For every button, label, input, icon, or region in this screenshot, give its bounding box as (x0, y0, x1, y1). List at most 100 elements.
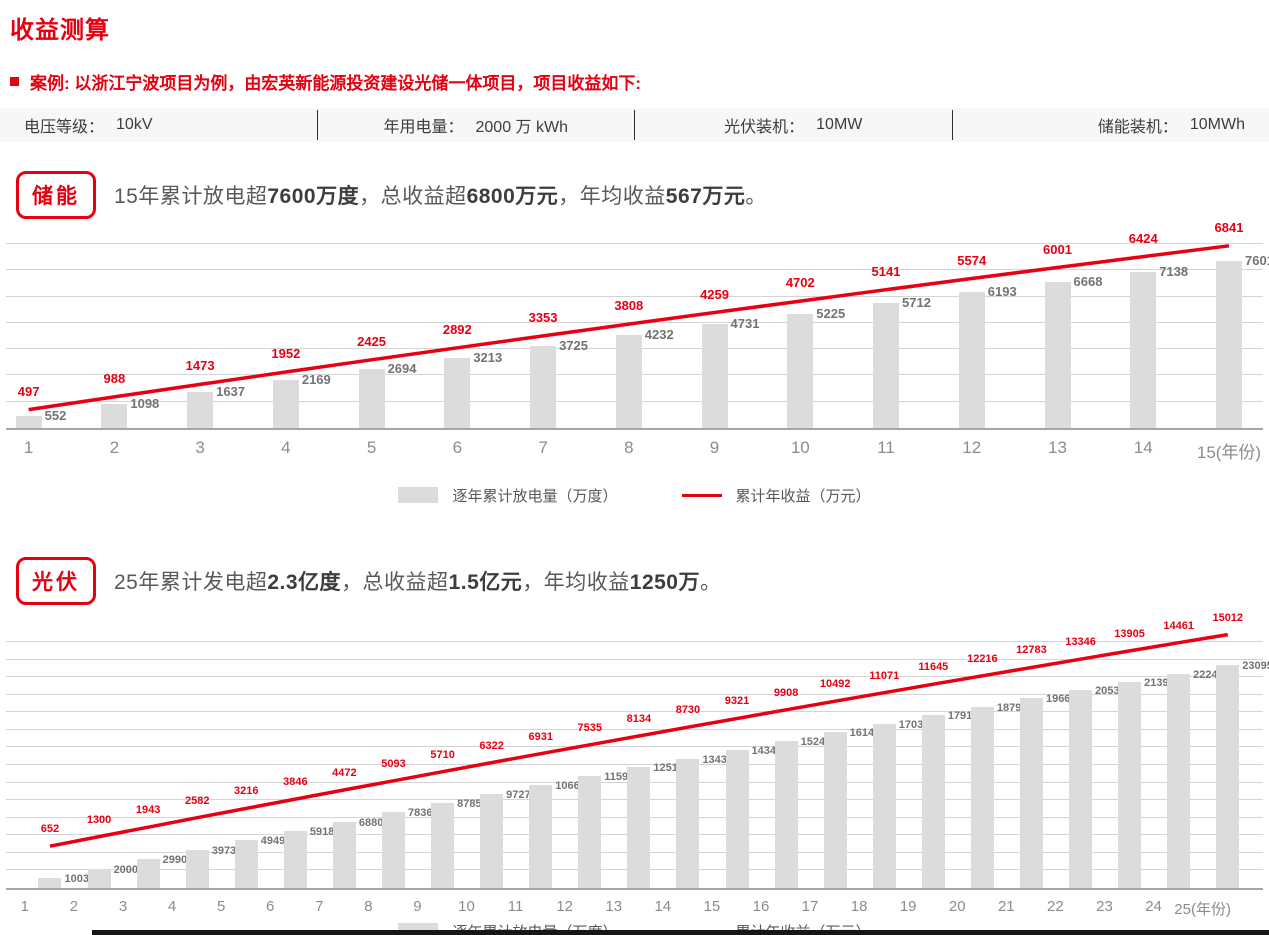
x-tick-label: 15 (703, 898, 721, 915)
line-value-label: 9908 (773, 686, 799, 699)
x-tick-label: 10 (458, 898, 475, 915)
gridline (6, 641, 1263, 642)
line-value-label: 6322 (479, 739, 504, 752)
param-2: 光伏装机： 10MW (635, 113, 952, 137)
storage-headline: 15年累计放电超7600万度，总收益超6800万元，年均收益567万元。 (114, 185, 767, 208)
gridline (6, 676, 1263, 678)
bar-value-label: 12516 (653, 762, 684, 775)
bar-value-label: 19667 (1045, 693, 1077, 706)
legend-label: 累计年收益（万元） (736, 921, 871, 935)
case-text: 案例: 以浙江宁波项目为例，由宏英新能源投资建设光储一体项目，项目收益如下: (30, 74, 642, 93)
x-tick-label: 5 (216, 898, 226, 915)
pv-revenue-line (6, 642, 1263, 888)
pv-x-axis: 1 2 3 4 5 6 7 8 9 10 11 12 13 14 15 16 17 18 19 20 21 22 23 24 2… (6, 890, 1263, 918)
bar-value-label: 1098 (130, 395, 160, 411)
line-value-label: 13346 (1065, 636, 1096, 649)
pv-chart: 1003 2000 2990 3973 4949 5918 6880 7836 8785 9727… (6, 612, 1269, 935)
param-value: 10MW (816, 116, 863, 133)
bar-year-6 (444, 357, 471, 428)
gridline (6, 295, 1263, 297)
storage-chart: 552 1098 1637 2169 2694 3213 3725 4232 4731 5225 5… (6, 220, 1269, 506)
bar-value-label: 5712 (902, 294, 931, 310)
bar-value-label: 5225 (816, 305, 846, 321)
bar-year-2 (87, 868, 111, 888)
x-tick-label: 10 (790, 438, 810, 457)
x-tick-label: 2 (69, 898, 79, 915)
line-value-label: 5141 (871, 263, 901, 279)
bar-year-4 (185, 849, 209, 888)
bar-value-label: 6880 (358, 816, 384, 829)
storage-legend: 逐年累计放电量（万度） 累计年收益（万元） (6, 484, 1263, 506)
line-value-label: 3353 (528, 309, 558, 325)
x-tick-label: 1 (20, 898, 30, 915)
x-tick-label: 9 (709, 438, 720, 457)
line-value-label: 7535 (577, 721, 603, 734)
x-tick-label: 14 (1133, 438, 1153, 457)
gridline (6, 711, 1263, 713)
line-value-label: 6841 (1214, 219, 1244, 235)
bar-value-label: 22247 (1193, 668, 1224, 681)
line-value-label: 5574 (957, 252, 987, 268)
bar-year-11 (873, 302, 900, 428)
bar-value-label: 7601 (1244, 253, 1269, 269)
param-3: 储能装机： 10MWh (953, 113, 1269, 137)
line-value-label: 15012 (1212, 611, 1244, 624)
bar-value-label: 2990 (162, 854, 188, 867)
gridline (6, 243, 1263, 244)
line-value-label: 1473 (185, 358, 215, 374)
bar-year-24 (1167, 673, 1191, 888)
bar-value-label: 8785 (457, 798, 482, 811)
x-tick-label: 4 (281, 438, 291, 457)
x-tick-label: 6 (266, 898, 275, 915)
bar-year-11 (529, 785, 553, 888)
bar-year-9 (701, 324, 728, 428)
bar-year-14 (1130, 271, 1157, 428)
line-value-label: 10492 (819, 678, 851, 691)
x-tick-label: 4 (167, 898, 177, 915)
line-value-label: 12216 (967, 652, 998, 665)
x-tick-label: 20 (948, 898, 966, 915)
x-tick-label: 15(年份) (1196, 443, 1262, 462)
bar-value-label: 3725 (559, 338, 588, 354)
bar-year-9 (431, 803, 455, 888)
gridline (6, 658, 1263, 660)
bar-value-label: 23095 (1242, 660, 1269, 673)
bar-value-label: 13431 (702, 753, 734, 766)
bar-year-20 (970, 706, 994, 888)
bar-value-label: 9727 (506, 789, 531, 802)
param-value: 10kV (116, 116, 153, 133)
line-value-label: 4259 (700, 286, 729, 302)
bar-year-8 (382, 812, 405, 888)
bar-swatch-icon (398, 487, 439, 503)
bar-year-22 (1069, 690, 1093, 888)
bar-value-label: 11592 (604, 771, 635, 784)
legend-item: 逐年累计放电量（万度） (398, 485, 618, 506)
bar-value-label: 17916 (947, 710, 979, 723)
bar-year-13 (1044, 281, 1071, 428)
bar-value-label: 3973 (211, 844, 237, 857)
bar-value-label: 20533 (1095, 685, 1126, 698)
bar-year-5 (358, 368, 385, 428)
bar-value-label: 4232 (644, 327, 674, 343)
param-value: 10MWh (1189, 116, 1245, 133)
line-value-label: 3846 (283, 776, 308, 789)
bar-value-label: 552 (44, 407, 67, 423)
x-tick-label: 13 (605, 898, 623, 915)
bar-value-label: 4731 (730, 316, 760, 332)
bar-year-13 (627, 767, 651, 888)
bar-value-label: 18795 (996, 701, 1028, 714)
x-tick-label: 11 (877, 438, 895, 457)
bar-value-label: 5918 (309, 825, 335, 838)
pv-badge: 光伏 (16, 557, 96, 605)
line-value-label: 6001 (1043, 241, 1072, 257)
line-value-label: 2892 (442, 321, 472, 337)
bar-value-label: 4949 (260, 835, 286, 848)
bar-year-10 (787, 313, 814, 428)
x-tick-label: 5 (366, 438, 377, 457)
bar-value-label: 2694 (387, 360, 417, 376)
line-value-label: 1952 (271, 346, 301, 362)
bar-year-15 (725, 749, 749, 888)
x-tick-label: 18 (850, 898, 868, 915)
bar-value-label: 1003 (64, 873, 89, 886)
line-value-label: 8134 (626, 712, 652, 725)
